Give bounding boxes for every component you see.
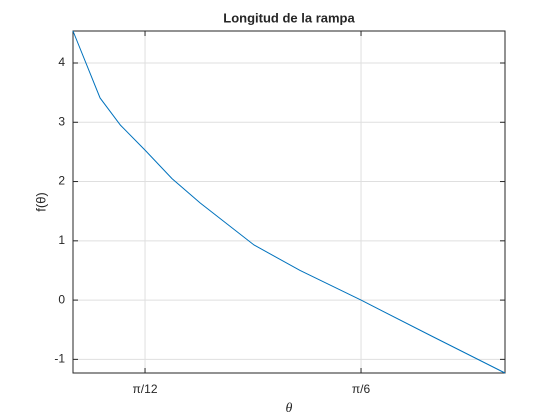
x-axis-label: θ	[286, 401, 293, 416]
chart-title: Longitud de la rampa	[223, 10, 355, 25]
x-tick-label: π/6	[352, 382, 371, 396]
y-axis-label: f(θ)	[33, 192, 48, 212]
y-tick-label: 2	[58, 174, 65, 188]
y-tick-label: 4	[58, 55, 65, 69]
y-tick-label: 3	[58, 114, 65, 128]
x-tick-label: π/12	[133, 382, 158, 396]
line	[72, 30, 506, 374]
y-tick-label: 0	[58, 292, 65, 306]
axes-box	[72, 30, 506, 374]
plot-area	[73, 31, 505, 373]
y-tick-label: -1	[54, 352, 65, 366]
y-tick-label: 1	[58, 233, 65, 247]
